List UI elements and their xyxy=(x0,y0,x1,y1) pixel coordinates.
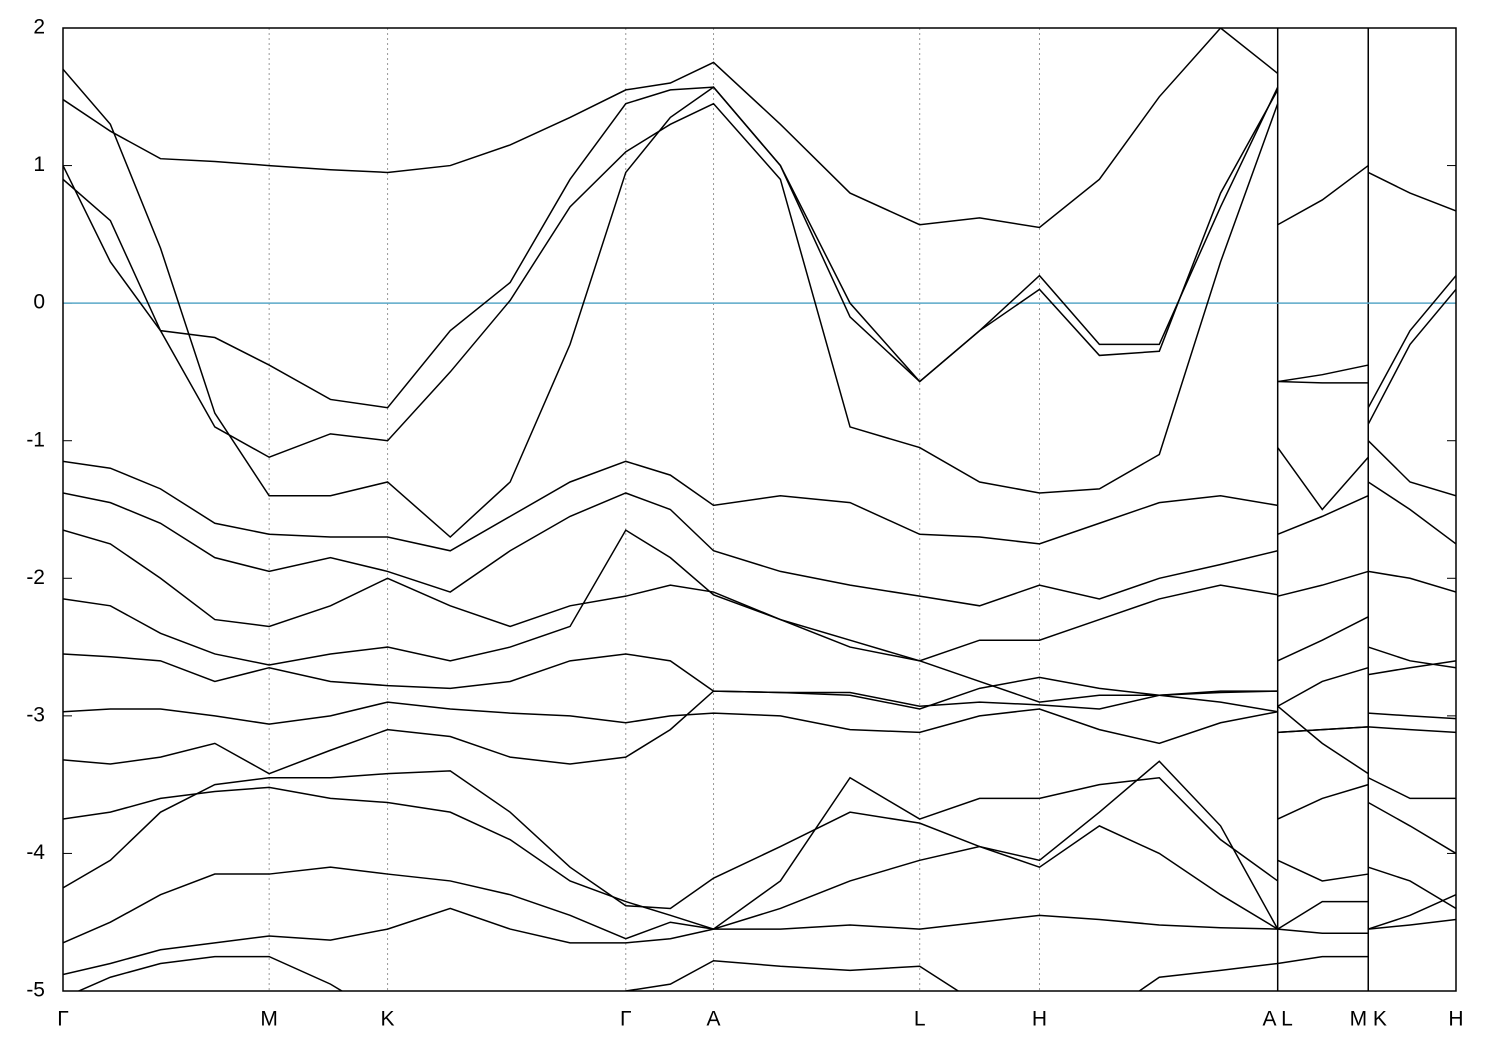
x-tick-label: M K xyxy=(1350,1008,1387,1031)
bands xyxy=(63,28,1456,991)
y-tick-label: 0 xyxy=(33,291,45,314)
band-line xyxy=(63,760,1456,930)
x-tick-label: A xyxy=(707,1008,721,1031)
band-line xyxy=(63,492,1456,607)
band-line xyxy=(63,529,1456,707)
y-tick-label: 2 xyxy=(33,16,45,39)
band-line xyxy=(63,102,1456,511)
x-tick-label: H xyxy=(1448,1008,1463,1031)
band-line xyxy=(63,529,1456,669)
x-tick-label: A L xyxy=(1263,1008,1293,1031)
plot-frame xyxy=(62,27,1457,992)
band-line xyxy=(63,68,1456,539)
x-tick-label: K xyxy=(381,1008,395,1031)
x-tick-label: Γ xyxy=(57,1008,69,1031)
x-tick-label: Γ xyxy=(620,1008,632,1031)
band-line xyxy=(63,86,1456,409)
band-line xyxy=(63,653,1456,734)
band-line xyxy=(63,776,1456,930)
band-line xyxy=(76,955,1369,991)
y-tick-label: 1 xyxy=(33,153,45,176)
y-tick-label: -2 xyxy=(26,566,45,589)
x-tick-label: L xyxy=(914,1008,926,1031)
y-tick-label: -1 xyxy=(26,428,45,451)
y-tick-label: -5 xyxy=(26,979,45,1002)
band-line xyxy=(63,690,1456,800)
x-tick-label: M xyxy=(260,1008,278,1031)
band-line xyxy=(63,701,1456,745)
y-tick-label: -4 xyxy=(26,841,45,864)
band-line xyxy=(63,825,1456,944)
band-line xyxy=(63,907,1456,976)
band-line xyxy=(63,28,1456,229)
y-tick-label: -3 xyxy=(26,703,45,726)
band-line xyxy=(63,460,1456,552)
x-tick-label: H xyxy=(1032,1008,1047,1031)
